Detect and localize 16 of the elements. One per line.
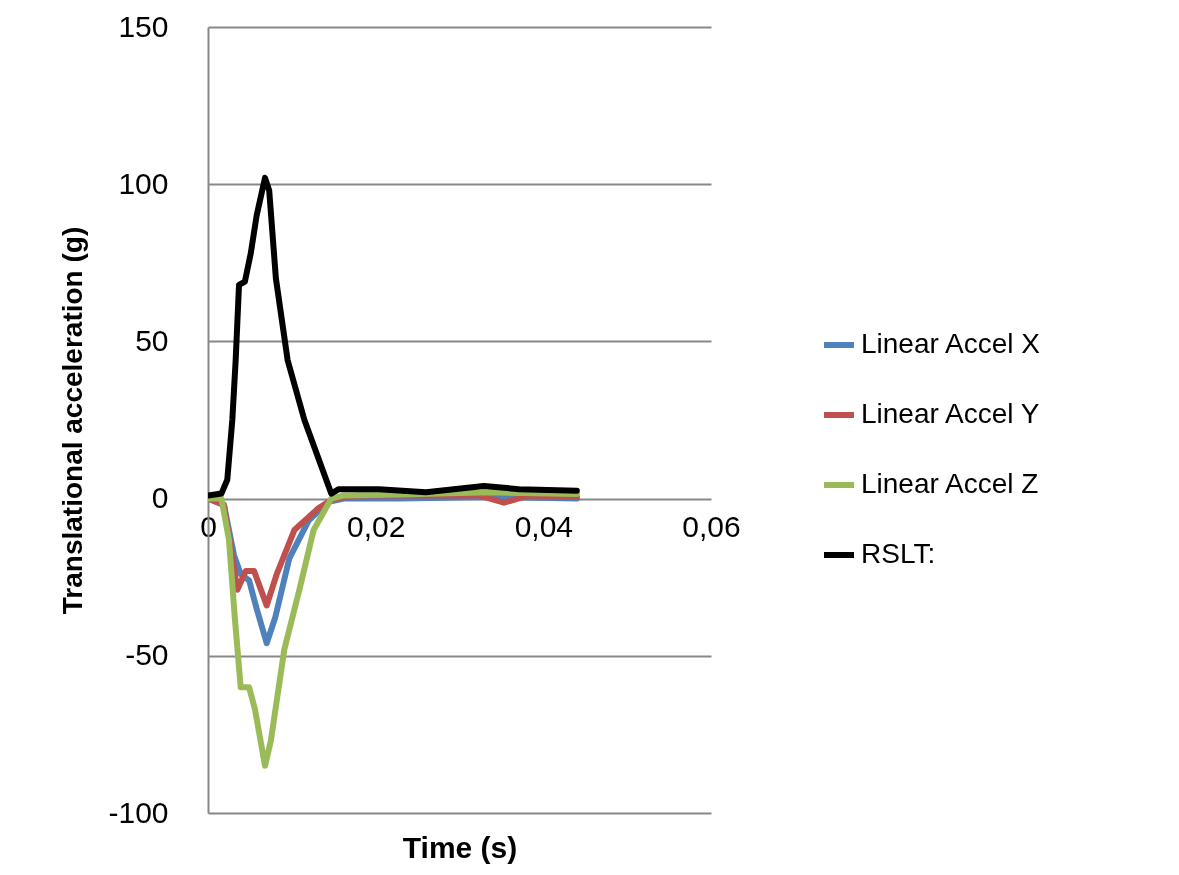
legend-label: Linear Accel X bbox=[861, 328, 1041, 359]
legend-label: RSLT: bbox=[861, 538, 936, 569]
x-tick-label: 0,04 bbox=[514, 510, 574, 544]
legend-label: Linear Accel Z bbox=[861, 468, 1039, 499]
y-tick-label: 150 bbox=[118, 9, 169, 43]
y-tick-label: 50 bbox=[135, 323, 169, 357]
y-axis-title: Translational acceleration (g) bbox=[57, 226, 89, 615]
y-tick-label: 100 bbox=[118, 166, 169, 200]
x-tick-label: 0,06 bbox=[682, 510, 741, 544]
x-axis-title: Time (s) bbox=[402, 830, 518, 864]
x-tick-label: 0,02 bbox=[346, 510, 406, 544]
x-tick-label: 0 bbox=[200, 510, 217, 544]
legend-label: Linear Accel Y bbox=[861, 398, 1040, 429]
y-tick-label: -50 bbox=[125, 638, 169, 672]
y-tick-label: -100 bbox=[108, 795, 169, 829]
y-tick-label: 0 bbox=[151, 481, 169, 515]
